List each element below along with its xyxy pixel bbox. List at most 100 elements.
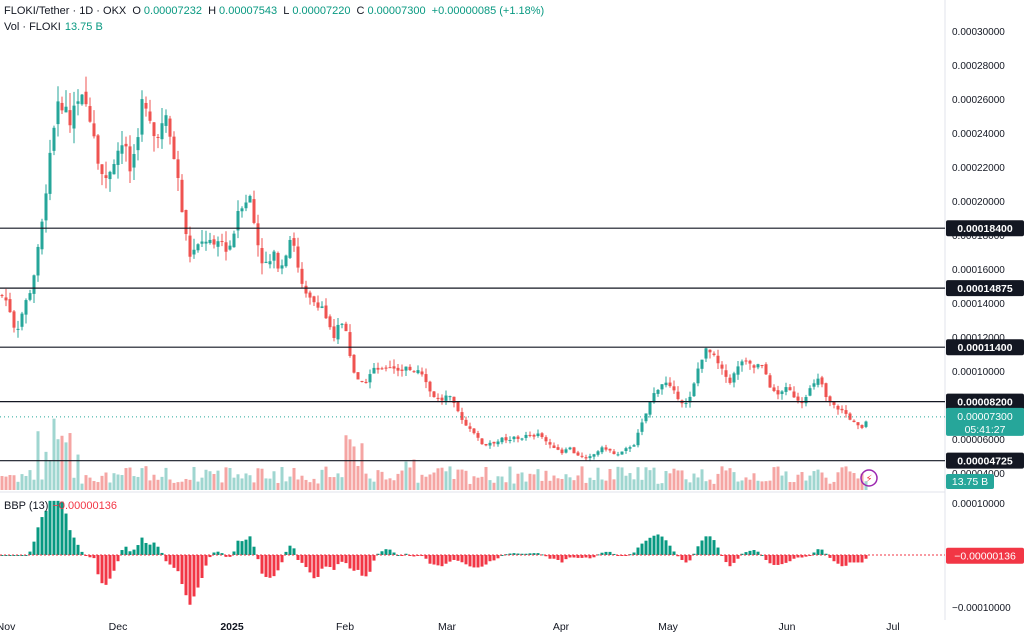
candle-body — [748, 360, 752, 364]
low-value: 0.00007220 — [292, 5, 351, 17]
candle-body — [608, 448, 612, 451]
candle-body — [688, 396, 692, 403]
volume-bar — [816, 469, 820, 490]
candle-body — [72, 105, 76, 129]
candle-body — [428, 381, 432, 392]
bbp-bar — [96, 555, 100, 575]
bbp-bar — [644, 540, 648, 555]
candle-body — [732, 373, 736, 383]
volume-bar — [632, 479, 636, 490]
volume-bar — [740, 480, 744, 490]
volume-bar — [756, 480, 760, 490]
bbp-bar — [80, 551, 84, 555]
volume-bar — [824, 477, 828, 490]
bbp-bar — [536, 553, 540, 555]
candle-body — [420, 371, 424, 375]
candle-body — [756, 364, 760, 368]
volume-bar — [212, 473, 216, 490]
volume-bar — [528, 473, 532, 490]
bbp-bar — [332, 555, 336, 570]
volume-bar — [400, 470, 404, 490]
volume-bar — [164, 467, 168, 490]
candle-body — [520, 438, 524, 440]
bbp-bar — [828, 555, 832, 558]
symbol-label: FLOKI/Tether · 1D · OKX — [4, 5, 127, 17]
bbp-bar — [388, 549, 392, 555]
x-tick-label: Feb — [336, 621, 354, 633]
volume-bar — [644, 467, 648, 490]
candle-body — [128, 146, 132, 172]
candle-body — [292, 238, 296, 246]
volume-bar — [736, 481, 740, 490]
bbp-bar — [440, 555, 444, 567]
candle-body — [200, 241, 204, 244]
volume-bar — [56, 439, 60, 490]
volume-bar — [776, 466, 780, 490]
volume-bar — [428, 474, 432, 490]
bbp-bar — [564, 555, 568, 560]
level-label: 0.00011400 — [958, 342, 1013, 354]
level-label: 0.00014875 — [957, 283, 1013, 295]
candle-body — [88, 106, 92, 122]
candle-body — [776, 390, 780, 395]
candle-body — [700, 359, 704, 369]
volume-bar — [600, 479, 604, 490]
candle-body — [52, 127, 56, 151]
bbp-bar — [120, 550, 124, 555]
y-tick-label: 0.00022000 — [952, 163, 1005, 174]
candle-body — [368, 374, 372, 383]
candle-body — [4, 297, 8, 301]
candle-body — [316, 302, 320, 308]
bbp-bar — [292, 548, 296, 555]
candle-body — [268, 261, 272, 265]
volume-bar — [420, 474, 424, 490]
candle-body — [568, 447, 572, 450]
candle-body — [460, 412, 464, 420]
bbp-bar — [228, 555, 232, 557]
candle-body — [672, 386, 676, 391]
bbp-bar — [680, 555, 684, 560]
candle-body — [336, 324, 340, 340]
y-tick-label: 0.00006000 — [952, 435, 1005, 446]
bbp-bar — [832, 555, 836, 562]
volume-bar — [116, 474, 120, 490]
volume-bar — [300, 475, 304, 490]
bbp-bar — [660, 536, 664, 555]
volume-bar — [464, 470, 468, 490]
candle-body — [432, 391, 436, 398]
candle-body — [208, 239, 212, 244]
bbp-bar — [844, 555, 848, 566]
candle-body — [488, 442, 492, 446]
bbp-bar — [204, 555, 208, 566]
volume-label: Vol · FLOKI — [4, 21, 61, 33]
bbp-bar — [656, 534, 660, 555]
volume-bar — [628, 473, 632, 490]
candle-body — [472, 428, 476, 434]
volume-bar — [668, 473, 672, 490]
candle-body — [272, 251, 276, 261]
candle-body — [440, 397, 444, 401]
y-tick-label: 0.00024000 — [952, 129, 1005, 140]
bbp-bar — [600, 552, 604, 555]
candle-body — [692, 383, 696, 397]
volume-bar — [424, 476, 428, 490]
candle-body — [516, 436, 520, 439]
candle-body — [444, 395, 448, 401]
candle-body — [640, 422, 644, 432]
candle-body — [148, 111, 152, 121]
bbp-bar — [468, 555, 472, 567]
volume-bar — [616, 466, 620, 490]
volume-bar — [848, 471, 852, 490]
volume-bar — [672, 468, 676, 490]
candle-body — [212, 239, 216, 245]
low-label: L — [283, 5, 290, 17]
bbp-bar — [336, 555, 340, 565]
bbp-bar — [328, 555, 332, 568]
volume-bar — [344, 435, 348, 490]
bbp-bar — [188, 555, 192, 605]
bbp-bar — [192, 555, 196, 597]
volume-bar — [656, 483, 660, 490]
bbp-bar — [780, 555, 784, 565]
bbp-bar — [364, 555, 368, 577]
